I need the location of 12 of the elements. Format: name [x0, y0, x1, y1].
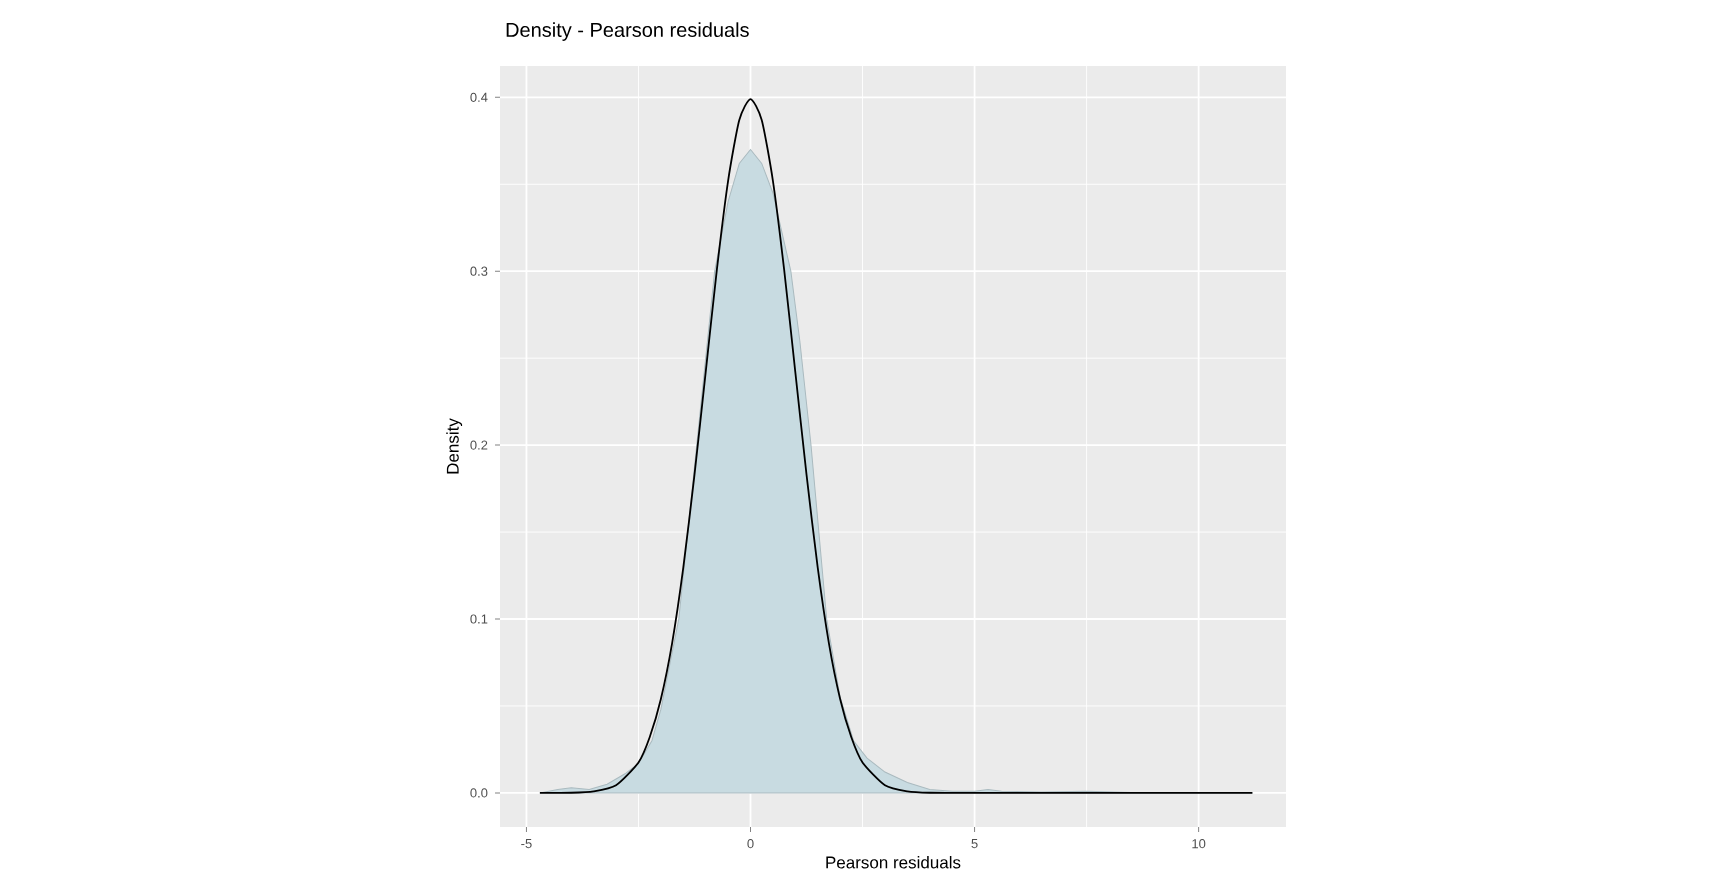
x-tick-label: -5 [521, 839, 532, 849]
x-tick-label: 0 [747, 839, 754, 849]
y-tick-label: 0.2 [470, 440, 488, 450]
y-tick-label: 0.1 [470, 614, 488, 624]
y-tick-label: 0.4 [470, 92, 488, 102]
x-tick-label: 10 [1192, 839, 1206, 849]
y-tick-label: 0.0 [470, 788, 488, 798]
y-tick-label: 0.3 [470, 266, 488, 276]
chart-title: Density - Pearson residuals [506, 22, 749, 41]
y-axis-title: Density [446, 418, 463, 474]
x-axis-title: Pearson residuals [826, 855, 961, 869]
x-tick-label: 5 [971, 839, 978, 849]
